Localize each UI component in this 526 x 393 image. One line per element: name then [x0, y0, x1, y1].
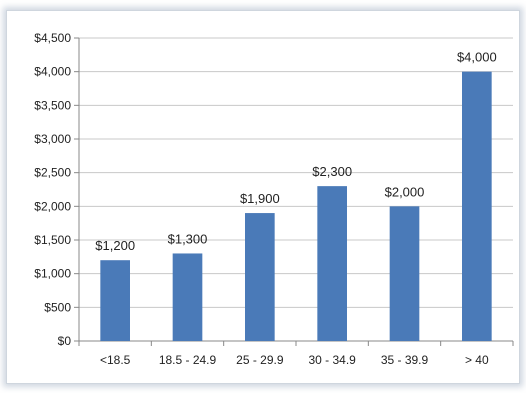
bars — [100, 71, 492, 341]
bar — [317, 186, 347, 341]
y-tick-label: $4,000 — [34, 65, 71, 79]
data-label: $2,000 — [385, 184, 425, 199]
bar — [172, 253, 203, 341]
data-label: $2,300 — [312, 164, 352, 179]
y-tick-label: $3,500 — [34, 98, 71, 112]
x-tick-label: > 40 — [465, 353, 489, 367]
data-label: $1,300 — [168, 231, 208, 246]
bar — [389, 206, 420, 341]
bar — [245, 213, 275, 341]
x-tick-label: 25 - 29.9 — [236, 353, 284, 367]
labels: $0 $500 $1,000 $1,500 $2,000 $2,500 $3,000 $3,5… — [34, 31, 496, 367]
x-tick-label: <18.5 — [100, 353, 131, 367]
y-tick-label: $2,500 — [34, 166, 71, 180]
gridlines — [79, 37, 513, 308]
data-label: $4,000 — [457, 50, 497, 65]
x-tick-label: 30 - 34.9 — [308, 353, 356, 367]
y-tick-label: $2,000 — [34, 199, 71, 213]
y-tick-label: $3,000 — [34, 132, 71, 146]
y-tick-label: $0 — [58, 334, 72, 348]
x-tick-label: 35 - 39.9 — [381, 353, 429, 367]
data-label: $1,900 — [240, 191, 280, 206]
axes — [74, 37, 514, 346]
bar-chart: $0 $500 $1,000 $1,500 $2,000 $2,500 $3,000 $3,5… — [34, 31, 514, 367]
y-tick-label: $1,500 — [34, 233, 71, 247]
y-tick-label: $1,000 — [34, 267, 71, 281]
data-label: $1,200 — [95, 238, 135, 253]
x-tick-label: 18.5 - 24.9 — [159, 353, 217, 367]
bar — [100, 260, 130, 341]
chart-frame: $0 $500 $1,000 $1,500 $2,000 $2,500 $3,000 $3,5… — [6, 10, 520, 384]
bar — [462, 71, 492, 341]
y-tick-label: $500 — [44, 300, 71, 314]
y-tick-label: $4,500 — [34, 31, 71, 45]
